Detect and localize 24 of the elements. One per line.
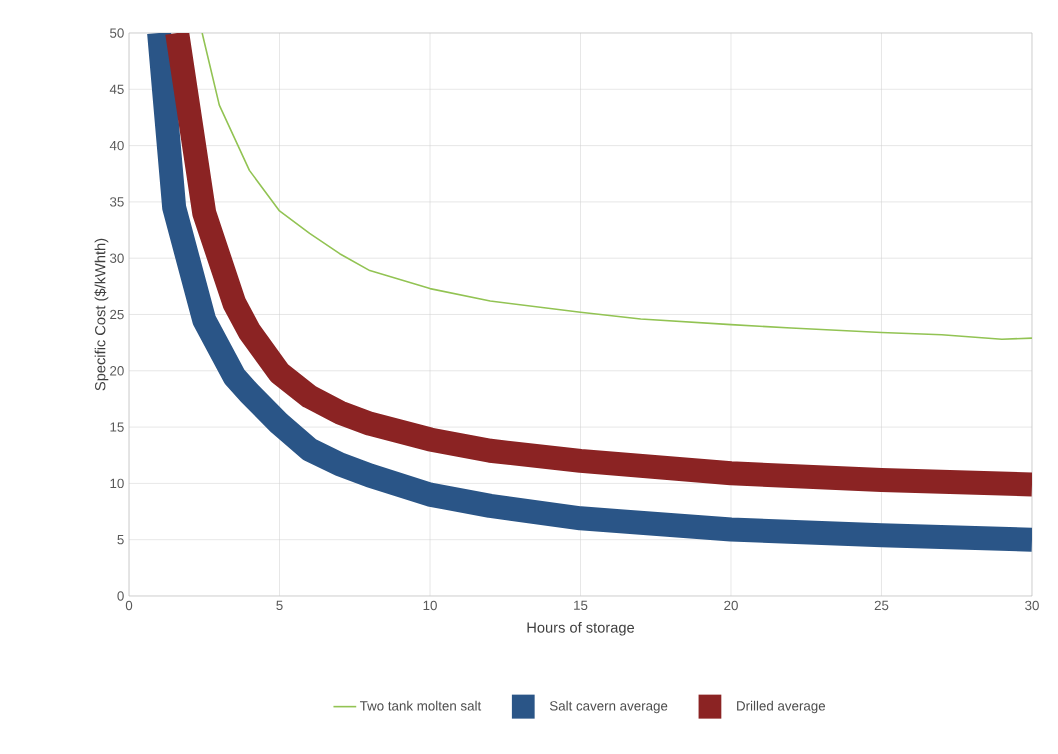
x-tick-label: 10 [423, 600, 437, 611]
y-tick-label: 45 [109, 84, 124, 94]
y-tick-label: 0 [117, 591, 124, 601]
y-tick-label: 5 [117, 535, 124, 545]
y-tick-label: 25 [110, 309, 124, 320]
y-tick-label: 35 [109, 197, 124, 207]
y-tick-label: 40 [109, 140, 124, 151]
x-tick-label: 20 [724, 600, 738, 611]
y-tick-label: 15 [110, 422, 124, 432]
x-tick-label: 15 [574, 600, 588, 610]
legend-label: Salt cavern average [549, 700, 668, 714]
x-tick-label: 25 [874, 600, 889, 611]
x-tick-label: 30 [1025, 600, 1039, 611]
y-tick-label: 30 [109, 253, 124, 263]
legend-label: Drilled average [737, 700, 826, 714]
x-tick-label: 0 [125, 600, 133, 611]
y-tick-label: 20 [110, 366, 124, 376]
x-axis-title: Hours of storage [527, 621, 635, 636]
y-axis-title: Specific Cost ($/kWhth) [94, 238, 109, 391]
x-tick-label: 5 [276, 600, 283, 610]
y-tick-label: 50 [110, 28, 124, 38]
y-tick-label: 10 [110, 478, 124, 489]
line-series [201, 33, 1032, 341]
legend-label: Two tank molten salt [359, 700, 482, 711]
